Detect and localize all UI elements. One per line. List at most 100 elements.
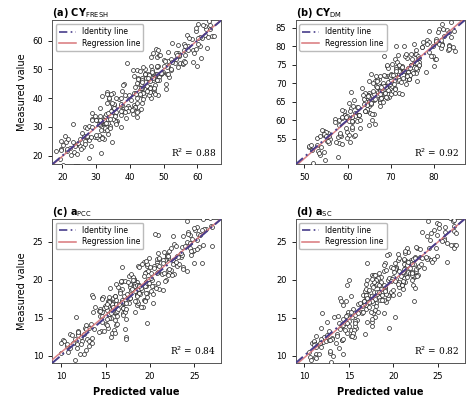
Point [387,91,395,97]
Point [381,288,389,294]
Point [85,137,93,143]
Point [98,134,106,140]
Point [106,299,113,305]
Point [364,92,371,99]
Point [441,33,448,40]
Point [177,254,185,260]
Point [105,305,113,311]
Point [81,351,88,357]
Point [206,26,214,33]
Point [108,299,116,306]
Point [403,75,411,82]
Point [98,319,105,325]
Point [133,298,141,305]
Point [113,308,121,315]
Point [145,255,152,261]
Point [153,71,160,78]
Point [361,96,368,102]
Point [167,266,175,273]
Point [138,85,146,92]
Point [410,40,418,47]
Point [85,123,92,129]
Point [400,68,408,74]
Point [164,62,172,69]
Point [148,282,155,289]
Point [117,101,125,108]
Point [374,274,382,281]
Point [410,60,418,67]
Point [327,359,335,365]
Point [322,338,329,344]
Point [368,117,376,123]
Point [174,42,182,49]
Point [397,69,405,75]
Point [408,56,416,62]
Point [147,73,155,80]
Point [179,233,186,239]
Point [325,140,332,146]
Point [182,43,189,50]
Point [371,272,379,278]
Point [100,305,108,311]
Point [428,230,435,236]
Point [380,82,387,89]
Point [151,85,158,91]
Point [178,244,186,250]
Point [311,166,319,173]
Point [121,297,128,303]
Point [412,268,419,275]
Point [411,60,419,66]
Point [133,100,140,106]
Point [363,319,371,326]
Point [179,60,187,67]
Point [324,319,331,326]
Point [172,259,179,266]
Point [121,308,128,315]
Point [85,155,93,161]
Point [66,145,73,152]
Point [445,29,452,35]
Point [389,88,397,95]
Point [403,54,411,61]
Point [98,313,106,319]
Point [164,71,172,78]
Point [144,267,152,274]
Point [351,327,358,333]
Point [147,95,155,101]
Point [333,331,340,337]
Point [60,337,67,344]
Point [380,310,387,316]
Point [385,275,392,281]
Point [346,333,354,339]
Point [448,8,456,14]
Point [169,233,176,240]
Point [339,113,346,120]
Point [362,285,370,292]
Point [95,136,102,143]
Point [450,223,457,229]
Point [427,256,435,263]
Point [112,322,119,329]
Text: (a) CY$_{\mathrm{FRESH}}$: (a) CY$_{\mathrm{FRESH}}$ [52,7,109,20]
Point [118,264,126,271]
Legend: Identity line, Regression line: Identity line, Regression line [56,24,143,51]
Point [306,166,313,173]
Point [374,78,381,84]
Point [361,90,369,96]
Point [163,252,171,258]
Point [415,62,422,69]
Point [153,77,161,83]
Point [423,41,431,47]
Point [198,226,206,233]
Point [134,75,142,82]
Point [98,296,106,303]
Point [133,113,141,120]
Point [387,278,395,284]
Point [143,279,150,285]
Point [103,91,111,97]
Point [96,313,104,319]
Point [342,114,350,121]
Point [178,251,185,258]
Point [354,111,362,118]
Legend: Identity line, Regression line: Identity line, Regression line [300,24,387,51]
